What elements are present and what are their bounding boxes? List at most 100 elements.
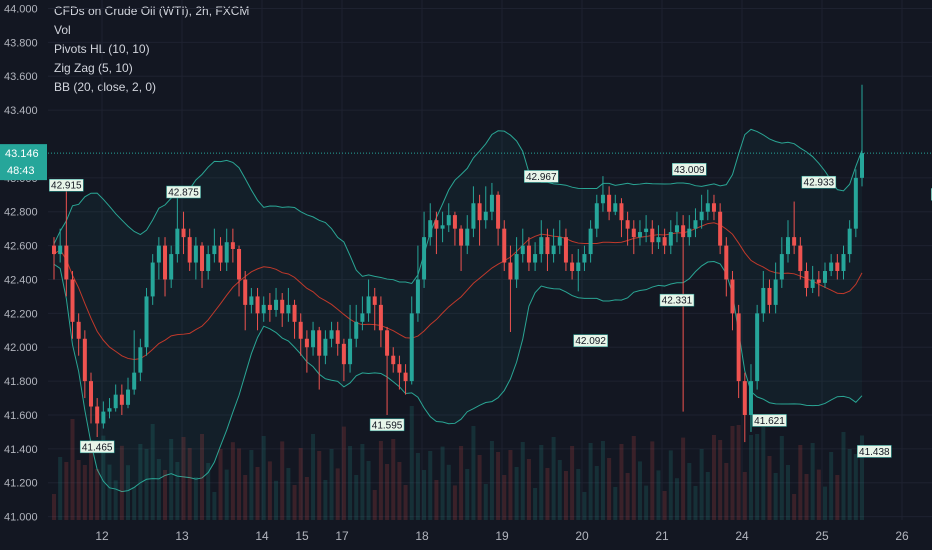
volume-bar [526,459,531,520]
bb-basis [53,222,863,360]
volume-bar [329,449,334,520]
candle-body [533,254,538,263]
volume-bar [767,456,772,520]
volume-bar [274,480,279,520]
candle-body [126,389,131,405]
candle-body [668,232,673,246]
candle-body [156,245,161,263]
volume-bar [64,462,69,520]
volume-bar [58,457,63,520]
volume-bar [668,450,673,520]
candle-body [730,279,735,314]
x-tick-label: 25 [815,529,829,543]
candle-body [144,296,149,348]
volume-bar [718,440,723,520]
y-tick-label: 41.600 [4,410,38,422]
volume-bar [841,432,846,520]
candle-body [95,406,100,424]
candle-body [409,313,414,382]
candle-body [841,254,846,272]
volume-bar [785,465,790,520]
pivot-label: 41.621 [754,416,785,427]
candle-body [607,194,612,212]
pivot-label-box [524,170,559,183]
candle-body [107,408,112,412]
volume-bar [82,465,87,520]
volume-bar [656,470,661,520]
x-tick-label: 17 [335,529,349,543]
candle-body [243,279,248,305]
volume-bar [126,465,131,520]
pivot-label-box [857,445,892,458]
symbol-title[interactable]: CFDs on Crude Oil (WTI), 2h, FXCM [54,4,250,18]
candle-body [175,228,180,255]
indicator-vol[interactable]: Vol [54,23,71,37]
candle-body [323,338,328,356]
candle-body [101,411,106,424]
volume-bar [304,477,309,520]
candle-body [403,372,408,382]
x-tick-label: 15 [295,529,309,543]
y-tick-label: 41.000 [4,512,38,524]
volume-bar [89,440,94,520]
indicator-bb[interactable]: BB (20, close, 2, 0) [54,80,157,94]
volume-bar [496,452,501,520]
volume-bar [372,490,377,520]
candle-body [397,364,402,373]
volume-bar [557,460,562,520]
candle-body [810,279,815,288]
candle-body [428,220,433,238]
candle-body [853,177,858,229]
candle-body [286,304,291,314]
volume-bar [138,444,143,520]
volume-bar [847,449,852,520]
volume-bar [261,436,266,520]
candle-body [829,262,834,272]
candle-body [76,321,81,339]
candle-body [446,215,451,226]
volume-bar [286,468,291,520]
volume-bar [533,488,538,520]
pivot-label: 42.915 [51,181,82,192]
volume-bar [520,442,525,520]
candle-body [391,355,396,365]
x-tick-label: 20 [575,529,589,543]
indicator-zigzag[interactable]: Zig Zag (5, 10) [54,61,133,75]
candle-body [563,237,568,263]
volume-bar [156,459,161,520]
volume-bar [348,446,353,520]
volume-bar [625,473,630,520]
y-tick-label: 43.400 [4,105,38,117]
volume-bar [95,469,100,520]
volume-bar [415,453,420,520]
candle-body [218,245,223,263]
candle-body [570,262,575,272]
candle-body [687,228,692,238]
bar-countdown-text: 48:43 [7,165,35,177]
volume-bar [545,468,550,520]
pivot-label: 41.438 [859,447,890,458]
candle-body [335,330,340,344]
pivot-label-box [752,414,787,427]
candle-body [792,237,797,246]
candle-body [452,215,457,229]
volume-bar [76,460,81,520]
y-tick-label: 42.000 [4,342,38,354]
x-tick-label: 19 [495,529,509,543]
volume-bar [742,472,747,520]
candle-body [422,237,427,280]
volume-bar [267,461,272,520]
candle-body [588,228,593,255]
volume-bar [403,485,408,520]
volume-bar [551,437,556,520]
volume-bar [594,466,599,520]
volume-bar [773,473,778,520]
volume-bar [792,494,797,520]
volume-bar [570,446,575,520]
y-tick-label: 44.000 [4,3,38,15]
candle-body [656,237,661,243]
volume-bar [323,480,328,520]
candle-body [206,254,211,272]
candle-body [366,296,371,314]
